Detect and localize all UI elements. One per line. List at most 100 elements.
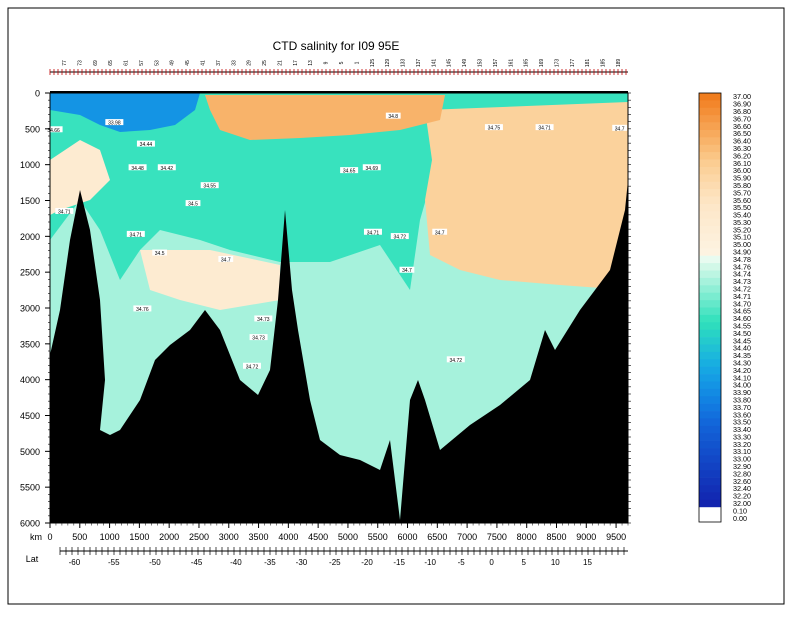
- station-label: 37: [216, 60, 222, 66]
- north-deep-intermediate: [140, 250, 280, 310]
- northwest-intermediate: [50, 140, 110, 215]
- colorbar-swatch: [699, 499, 721, 508]
- colorbar-swatch: [699, 122, 721, 131]
- contour-label: 34.73: [257, 317, 270, 323]
- colorbar-swatch: [699, 403, 721, 412]
- distance-axis-label: km: [30, 532, 42, 542]
- colorbar-swatch: [699, 396, 721, 404]
- colorbar-label: 34.74: [733, 270, 751, 279]
- colorbar-label: 35.80: [733, 181, 751, 190]
- colorbar-swatch: [699, 477, 721, 486]
- station-label: 189: [616, 59, 622, 68]
- distance-tick-label: 7500: [487, 532, 507, 542]
- colorbar-label: 32.20: [733, 492, 751, 501]
- plot-area: 34.66 33.98 34.44 34.48 34.42 34.5 34.5 34.55 34…: [44, 92, 629, 524]
- contour-label: 34.48: [131, 166, 144, 172]
- colorbar-swatch: [699, 285, 721, 294]
- station-label: 69: [93, 60, 99, 66]
- contour-label: 34.73: [252, 336, 265, 342]
- colorbar-label: 34.71: [733, 292, 751, 301]
- station-axis: 77 73 69 65 61 57 53 49 45 41 37 33 29 25 21 17 13 9 5 1 125…: [49, 59, 628, 93]
- contour-label-box: [200, 182, 219, 189]
- colorbar-swatch: [699, 100, 721, 109]
- contour-label-box: [612, 124, 628, 131]
- colorbar-label: 33.90: [733, 388, 751, 397]
- colorbar-label: 35.10: [733, 233, 751, 242]
- colorbar-label: 34.65: [733, 307, 751, 316]
- colorbar-swatch: [699, 93, 721, 101]
- station-label: 125: [370, 59, 376, 68]
- colorbar-swatch: [699, 248, 721, 257]
- latitude-tick-label: -50: [149, 558, 161, 567]
- contour-label: 34.65: [343, 169, 356, 175]
- colorbar-label: 36.20: [733, 151, 751, 160]
- station-label: 145: [447, 59, 453, 68]
- contour-label: 34.72: [246, 364, 259, 370]
- contour-label-box: [105, 119, 124, 126]
- depth-tick-label: 3000: [20, 304, 40, 314]
- colorbar-label: 35.40: [733, 211, 751, 220]
- colorbar-label: 37.00: [733, 92, 751, 101]
- colorbar-label: 36.50: [733, 129, 751, 138]
- depth-tick-label: 4500: [20, 411, 40, 421]
- colorbar-swatch: [699, 492, 721, 501]
- colorbar-swatch: [699, 366, 721, 375]
- contour-label: 34.71: [130, 232, 143, 238]
- colorbar-label: 33.70: [733, 403, 751, 412]
- colorbar-swatch: [699, 507, 721, 515]
- contour-label: 34.8: [388, 114, 398, 120]
- colorbar-swatch: [699, 137, 721, 146]
- station-label: 133: [401, 59, 407, 68]
- station-label: 13: [308, 60, 314, 66]
- station-label: 181: [585, 59, 591, 68]
- colorbar-label: 34.70: [733, 299, 751, 308]
- contour-label-box: [243, 362, 262, 369]
- colorbar-label: 36.00: [733, 166, 751, 175]
- contour-label-box: [362, 164, 381, 171]
- distance-tick-label: 9000: [576, 532, 596, 542]
- contour-label-box: [399, 266, 415, 273]
- contour-label: 34.72: [450, 358, 463, 364]
- colorbar-swatch: [699, 425, 721, 434]
- depth-tick-label: 1000: [20, 160, 40, 170]
- distance-tick-label: 4000: [278, 532, 298, 542]
- colorbar-swatch: [699, 470, 721, 478]
- contour-label-box: [432, 228, 448, 235]
- contour-label-box: [55, 207, 74, 214]
- latitude-tick-label: 15: [583, 558, 592, 567]
- distance-tick-label: 3500: [249, 532, 269, 542]
- colorbar-label: 35.60: [733, 196, 751, 205]
- colorbar-swatch: [699, 329, 721, 338]
- contour-label: 34.7: [402, 268, 412, 274]
- colorbar-label: 0.00: [733, 514, 747, 523]
- latitude-tick-label: 0: [489, 558, 494, 567]
- colorbar-swatch: [699, 381, 721, 390]
- colorbar-label: 34.73: [733, 277, 751, 286]
- colorbar-label: 36.40: [733, 137, 751, 146]
- colorbar-swatch: [699, 211, 721, 220]
- contour-label: 34.44: [140, 142, 153, 148]
- chart-title: CTD salinity for I09 95E: [273, 39, 400, 53]
- depth-tick-label: 4000: [20, 375, 40, 385]
- colorbar-label: 34.78: [733, 255, 751, 264]
- contour-label-box: [128, 164, 147, 171]
- contour-label-box: [446, 356, 465, 363]
- depth-tick-label: 5500: [20, 483, 40, 493]
- contour-label-box: [249, 334, 268, 341]
- colorbar-label: 35.20: [733, 225, 751, 234]
- colorbar-label: 35.50: [733, 203, 751, 212]
- colorbar-swatch: [699, 433, 721, 441]
- distance-tick-label: 5500: [368, 532, 388, 542]
- distance-tick-label: 500: [72, 532, 87, 542]
- colorbar: 37.0036.9036.8036.7036.6036.5036.4036.30…: [698, 92, 751, 523]
- colorbar-swatch: [699, 203, 721, 212]
- colorbar-swatch: [699, 240, 721, 249]
- station-label: 73: [77, 60, 83, 66]
- colorbar-swatch: [699, 152, 721, 160]
- latitude-tick-label: -40: [230, 558, 242, 567]
- colorbar-swatch: [699, 514, 721, 523]
- contour-label: 34.71: [367, 230, 380, 236]
- distance-tick-label: 5000: [338, 532, 358, 542]
